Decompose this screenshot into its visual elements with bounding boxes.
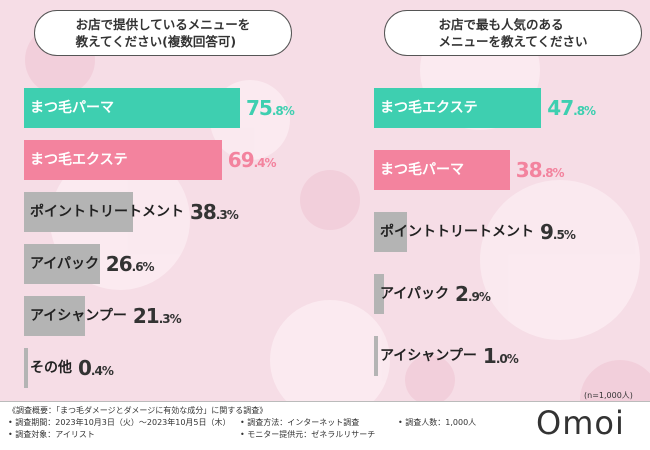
bar-category-label: アイパック [30, 256, 100, 272]
bar [24, 192, 134, 232]
survey-period: • 調査期間：2023年10月3日（火）～2023年10月5日（木） [8, 418, 231, 427]
survey-target: • 調査対象：アイリスト [8, 430, 95, 439]
bar-value-label: 75.8% [246, 96, 295, 120]
bar-category-label: アイパック [380, 286, 450, 302]
left-panel: お店で提供しているメニューを 教えてください(複数回答可) まつ毛パーマ 75.8… [20, 0, 320, 400]
bar-value-label: 38.8% [515, 158, 565, 182]
bar-category-label: ポイントトリートメント [380, 224, 534, 240]
bar [24, 296, 85, 336]
bar-category-label: その他 [30, 360, 72, 376]
bar [374, 336, 378, 376]
omoi-logo: Omoi [536, 404, 625, 442]
right-bar-chart: まつ毛エクステ 47.8% まつ毛パーマ 38.8% ポイントトリートメント 9.5% アイ… [370, 0, 650, 400]
bar [374, 88, 542, 128]
survey-footer: 《調査概要：「まつ毛ダメージとダメージに有効な成分」に関する調査》 • 調査期間… [0, 402, 650, 450]
bar-category-label: まつ毛パーマ [30, 100, 114, 116]
bar-category-label: アイシャンプー [30, 308, 127, 324]
right-question-box: お店で最も人気のある メニューを教えてください [384, 10, 642, 56]
right-question-title: お店で最も人気のある メニューを教えてください [438, 17, 588, 49]
survey-count: • 調査人数：1,000人 [398, 418, 477, 427]
sample-size-note: (n=1,000人) [584, 391, 633, 400]
footer-divider [0, 401, 650, 402]
survey-method: • 調査方法：インターネット調査 [240, 418, 360, 427]
bar-value-label: 2.9% [455, 282, 491, 306]
bar [24, 88, 241, 128]
bar-value-label: 69.4% [227, 148, 277, 172]
bar [24, 140, 222, 180]
bar-value-label: 26.6% [105, 252, 155, 276]
bar-value-label: 9.5% [540, 220, 576, 244]
bar-value-label: 1.0% [482, 344, 519, 368]
left-question-box: お店で提供しているメニューを 教えてください(複数回答可) [34, 10, 292, 56]
bar [374, 212, 408, 252]
bar [24, 348, 28, 388]
left-bar-chart: まつ毛パーマ 75.8% まつ毛エクステ 69.4% ポイントトリートメント 38.3% ア… [20, 0, 320, 400]
bar-category-label: アイシャンプー [380, 348, 477, 364]
bar-value-label: 47.8% [547, 96, 596, 120]
bar-value-label: 38.3% [190, 200, 239, 224]
survey-provider: • モニター提供元：ゼネラルリサーチ [240, 430, 376, 439]
bar [374, 274, 385, 314]
bar [24, 244, 100, 284]
right-panel: お店で最も人気のある メニューを教えてください まつ毛エクステ 47.8% まつ毛パ… [370, 0, 650, 400]
bar [374, 150, 510, 190]
bar-category-label: ポイントトリートメント [30, 204, 184, 220]
bar-category-label: まつ毛パーマ [380, 162, 464, 178]
survey-overview: 《調査概要：「まつ毛ダメージとダメージに有効な成分」に関する調査》 [8, 406, 268, 415]
bar-value-label: 0.4% [78, 356, 114, 380]
left-question-title: お店で提供しているメニューを 教えてください(複数回答可) [75, 17, 251, 49]
bar-category-label: まつ毛エクステ [380, 100, 478, 116]
bar-value-label: 21.3% [132, 304, 182, 328]
bar-category-label: まつ毛エクステ [30, 152, 128, 168]
